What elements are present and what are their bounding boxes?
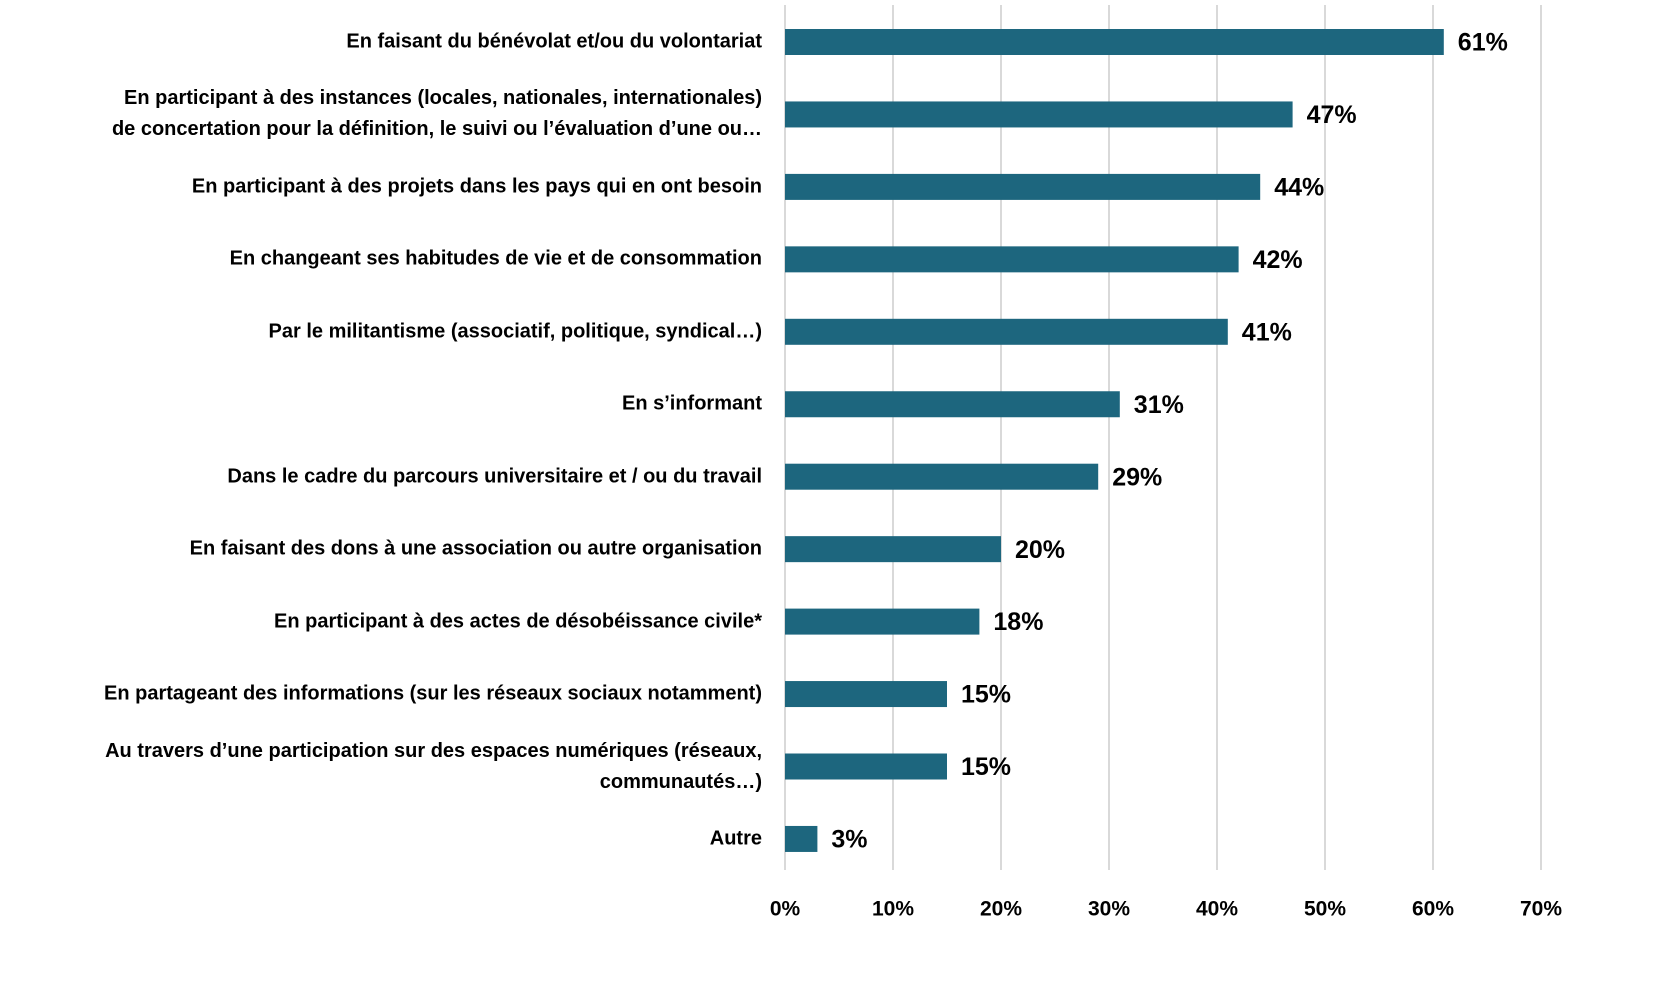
bar [785, 536, 1001, 563]
category-label: En partageant des informations (sur les … [104, 682, 762, 705]
category-label: Dans le cadre du parcours universitaire … [227, 465, 762, 488]
x-tick-label: 0% [770, 898, 801, 921]
category-label: En changeant ses habitudes de vie et de … [229, 247, 762, 270]
category-label: En faisant du bénévolat et/ou du volonta… [346, 30, 762, 53]
category-label: En s’informant [621, 392, 762, 415]
category-label: Au travers d’une participation sur des e… [105, 739, 762, 793]
category-label: En participant à des projets dans les pa… [191, 175, 762, 198]
bar [785, 463, 1099, 490]
bar [785, 825, 818, 852]
value-label: 44% [1274, 174, 1324, 202]
category-label: Autre [709, 827, 762, 850]
bar [785, 681, 947, 708]
x-tick-label: 10% [872, 898, 914, 921]
x-tick-label: 60% [1412, 898, 1454, 921]
value-label: 20% [1015, 536, 1065, 564]
bar [785, 29, 1444, 55]
bar [785, 608, 980, 635]
value-label: 15% [961, 753, 1011, 781]
value-label: 47% [1307, 101, 1357, 129]
x-tick-label: 50% [1304, 898, 1346, 921]
category-label: En faisant des dons à une association ou… [189, 537, 762, 560]
category-label: En participant à des actes de désobéissa… [274, 610, 762, 633]
bar [785, 246, 1239, 273]
value-label: 41% [1242, 318, 1292, 346]
value-label: 42% [1253, 246, 1303, 274]
value-label: 61% [1458, 29, 1508, 57]
value-label: 29% [1112, 463, 1162, 491]
value-label: 3% [831, 826, 867, 854]
bar [785, 173, 1261, 200]
x-tick-label: 20% [980, 898, 1022, 921]
x-tick-label: 30% [1088, 898, 1130, 921]
bar [785, 318, 1228, 345]
bar [785, 753, 947, 780]
bar [785, 391, 1120, 418]
x-tick-label: 40% [1196, 898, 1238, 921]
value-label: 15% [961, 681, 1011, 709]
x-tick-label: 70% [1520, 898, 1562, 921]
bar [785, 101, 1293, 128]
value-label: 18% [993, 608, 1043, 636]
category-label: En participant à des instances (locales,… [111, 87, 762, 141]
value-label: 31% [1134, 391, 1184, 419]
category-label: Par le militantisme (associatif, politiq… [268, 320, 762, 343]
